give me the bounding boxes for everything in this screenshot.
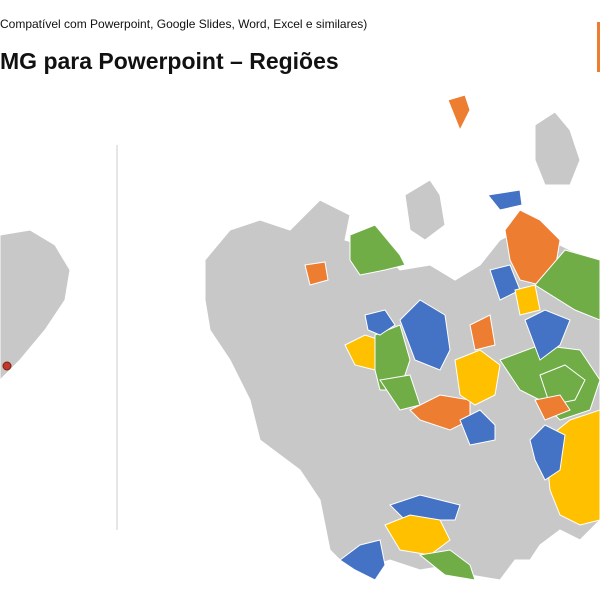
region <box>514 284 541 316</box>
region <box>454 349 501 406</box>
region <box>349 224 406 276</box>
title: MG para Powerpoint – Regiões <box>0 48 339 74</box>
region <box>529 424 566 481</box>
region <box>399 299 451 371</box>
region <box>447 94 471 132</box>
region <box>384 514 451 556</box>
region <box>304 261 329 286</box>
region <box>469 314 496 351</box>
region <box>534 249 600 321</box>
region <box>524 309 571 361</box>
subtitle: Compatível com Powerpoint, Google Slides… <box>0 17 368 31</box>
region <box>459 409 496 446</box>
region <box>364 309 396 336</box>
region <box>534 111 581 186</box>
region <box>379 374 421 411</box>
region <box>404 179 446 241</box>
brazil-map <box>0 229 71 381</box>
region <box>418 549 476 581</box>
accent-bar <box>597 22 600 72</box>
location-dot <box>2 361 12 371</box>
region <box>534 394 571 421</box>
region <box>487 189 523 211</box>
region <box>339 539 386 581</box>
